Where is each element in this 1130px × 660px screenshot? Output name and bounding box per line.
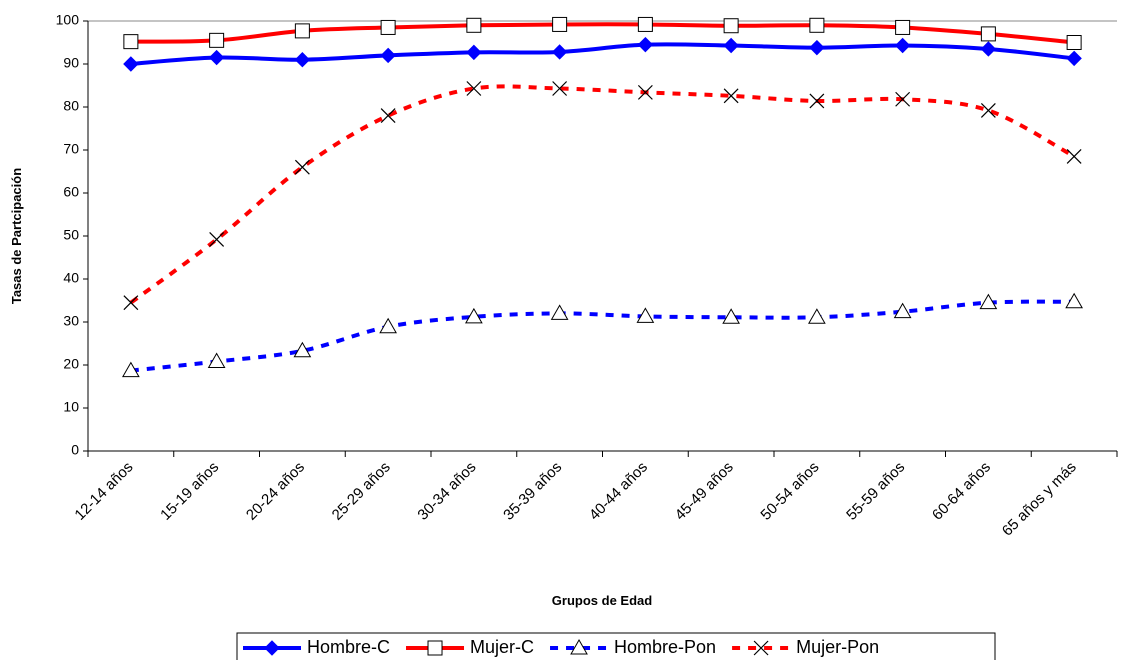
- marker: [466, 81, 482, 96]
- marker: [1065, 292, 1083, 309]
- marker: [893, 302, 912, 319]
- legend-label: Mujer-C: [470, 637, 534, 657]
- marker: [895, 91, 911, 107]
- marker: [294, 159, 310, 175]
- marker: [123, 56, 139, 72]
- series-line: [130, 22, 1075, 45]
- marker: [637, 16, 653, 32]
- marker: [753, 640, 769, 656]
- marker: [466, 44, 482, 61]
- series-line: [129, 84, 1076, 305]
- series-line: [130, 42, 1075, 66]
- legend-label: Mujer-Pon: [796, 637, 879, 657]
- marker: [123, 34, 139, 50]
- marker: [294, 23, 310, 39]
- marker: [264, 640, 280, 656]
- marker: [723, 18, 739, 34]
- marker: [722, 308, 740, 324]
- marker: [209, 32, 225, 48]
- x-tick-label: 65 años y más: [999, 459, 1080, 540]
- y-tick-label: 0: [71, 442, 79, 458]
- x-tick-label: 60-64 años: [929, 459, 994, 524]
- marker: [570, 638, 588, 655]
- marker: [122, 361, 140, 378]
- marker: [293, 341, 312, 358]
- marker: [637, 36, 654, 53]
- marker: [427, 640, 443, 656]
- y-tick-label: 30: [63, 313, 79, 329]
- legend-label: Hombre-Pon: [614, 637, 716, 657]
- x-tick-label: 20-24 años: [243, 459, 308, 524]
- marker: [895, 19, 911, 35]
- marker: [723, 37, 739, 54]
- marker: [465, 307, 483, 324]
- marker: [894, 37, 911, 54]
- marker: [1066, 50, 1082, 67]
- marker: [208, 49, 225, 66]
- x-tick-label: 12-14 años: [71, 459, 136, 524]
- marker: [723, 88, 739, 104]
- marker: [379, 317, 397, 334]
- y-tick-label: 60: [63, 184, 79, 200]
- x-tick-label: 35-39 años: [500, 459, 565, 524]
- marker: [552, 16, 568, 32]
- marker: [207, 352, 226, 369]
- x-tick-label: 15-19 años: [157, 459, 222, 524]
- legend-label: Hombre-C: [307, 637, 390, 657]
- x-tick-label: 25-29 años: [329, 459, 394, 524]
- marker: [380, 108, 396, 124]
- marker: [809, 93, 825, 109]
- x-tick-label: 30-34 años: [414, 459, 479, 524]
- marker: [552, 81, 568, 96]
- marker: [294, 51, 311, 68]
- x-tick-label: 55-59 años: [843, 459, 908, 524]
- marker: [1066, 149, 1082, 164]
- marker: [636, 307, 655, 323]
- x-axis-title: Grupos de Edad: [552, 593, 652, 608]
- marker: [551, 44, 568, 60]
- y-tick-label: 80: [63, 98, 79, 114]
- y-tick-label: 50: [63, 227, 79, 243]
- marker: [209, 232, 225, 247]
- y-axis-title: Tasas de Partcipación: [9, 168, 24, 304]
- x-tick-label: 45-49 años: [672, 459, 737, 524]
- y-tick-label: 40: [63, 270, 79, 286]
- marker: [380, 47, 396, 64]
- marker: [550, 304, 569, 320]
- marker: [380, 19, 396, 35]
- marker: [637, 84, 653, 100]
- marker: [980, 103, 996, 118]
- marker: [809, 39, 825, 56]
- y-tick-label: 10: [63, 399, 79, 415]
- x-tick-label: 50-54 años: [757, 459, 822, 524]
- y-tick-label: 70: [63, 141, 79, 157]
- marker: [1066, 35, 1082, 50]
- x-tick-label: 40-44 años: [586, 459, 651, 524]
- marker: [808, 308, 826, 324]
- marker: [809, 17, 825, 33]
- marker: [466, 17, 482, 33]
- series-line: [130, 299, 1075, 373]
- marker: [980, 26, 996, 42]
- marker: [979, 293, 998, 310]
- y-tick-label: 20: [63, 356, 79, 372]
- marker: [123, 295, 139, 311]
- y-tick-label: 90: [63, 55, 79, 71]
- legend-box: [236, 632, 996, 660]
- marker: [980, 41, 997, 57]
- y-tick-label: 100: [56, 12, 80, 28]
